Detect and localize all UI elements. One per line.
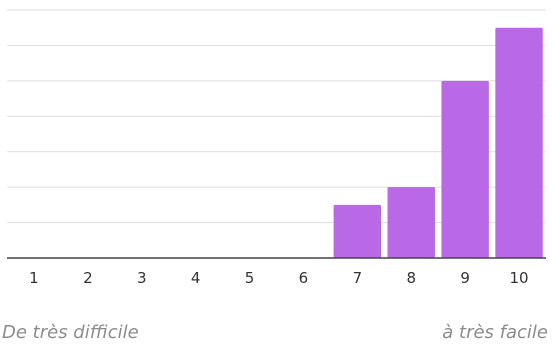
x-tick-label-4: 4 — [191, 269, 201, 287]
x-tick-label-3: 3 — [137, 269, 147, 287]
bar-9 — [441, 80, 489, 258]
chart-canvas: 1 2 3 4 5 6 7 8 9 10 — [7, 9, 546, 287]
scale-right-label: à très facile — [442, 322, 548, 343]
x-tick-label-6: 6 — [299, 269, 309, 287]
x-tick-label-9: 9 — [460, 269, 470, 287]
bar-7 — [333, 204, 382, 258]
x-tick-label-8: 8 — [406, 269, 416, 287]
x-tick-label-1: 1 — [29, 269, 39, 287]
bar-8 — [387, 187, 435, 258]
x-tick-label-7: 7 — [353, 269, 363, 287]
scale-left-label: De très difficile — [2, 322, 139, 343]
bar-10 — [495, 27, 543, 259]
x-tick-label-5: 5 — [245, 269, 255, 287]
x-tick-label-10: 10 — [510, 269, 529, 287]
x-tick-label-2: 2 — [83, 269, 93, 287]
